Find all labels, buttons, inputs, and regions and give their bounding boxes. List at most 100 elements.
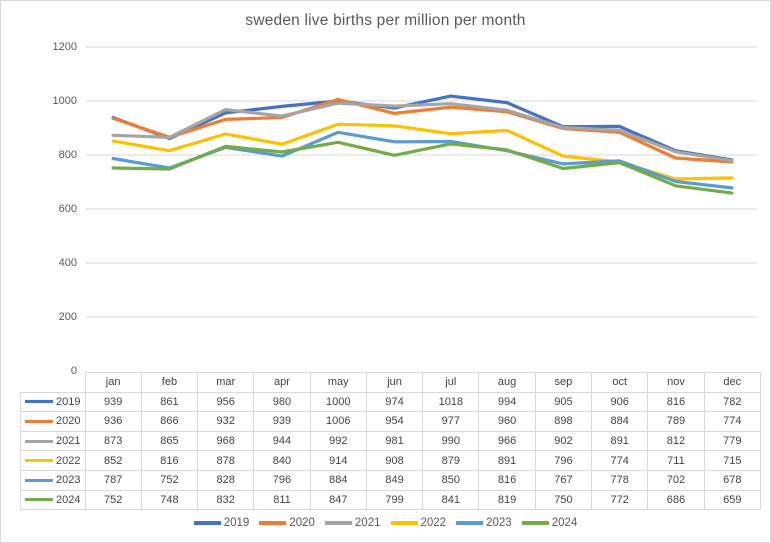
table-header-dec: dec (703, 372, 762, 393)
legend-key-line-icon (193, 521, 221, 525)
table-cell-2020-sep: 898 (534, 411, 593, 432)
table-row-2023: 2023 787 752 828 796 884 849 850 816 767 778 702 678 (20, 469, 762, 491)
table-cell-2020-jul: 977 (422, 411, 480, 432)
table-cell-2021-aug: 966 (478, 430, 536, 452)
table-row-2019: 2019 939 861 956 980 1000 974 1018 994 905 906 816 7… (20, 391, 762, 413)
table-series-key-2019: 2019 (20, 391, 86, 413)
table-cell-2021-jan: 873 (84, 430, 142, 452)
table-cell-2022-jan: 852 (84, 450, 142, 471)
legend-item-2019: 2019 (193, 517, 250, 529)
table-cell-2019-mar: 956 (197, 391, 255, 413)
table-cell-2022-may: 914 (309, 450, 367, 471)
legend-label: 2024 (551, 517, 578, 529)
y-tick-label-200: 200 (58, 311, 77, 323)
table-cell-2023-sep: 767 (534, 469, 593, 491)
table-cell-2021-dec: 779 (703, 430, 762, 452)
table-header-row: jan feb mar apr may jun jul aug sep oct nov dec (20, 372, 762, 393)
table-cell-2020-jan: 936 (84, 411, 142, 432)
table-cell-2021-oct: 891 (591, 430, 649, 452)
table-cell-2023-apr: 796 (253, 469, 311, 491)
series-key-label: 2020 (56, 415, 81, 428)
legend-item-2024: 2024 (521, 517, 578, 529)
series-key-label: 2022 (56, 454, 81, 467)
series-line-2019 (111, 94, 734, 162)
table-header-apr: apr (253, 372, 311, 393)
series-key-label: 2019 (56, 395, 81, 408)
table-cell-2020-feb: 866 (140, 411, 199, 432)
legend-key-line-icon (390, 521, 418, 525)
table-cell-2019-dec: 782 (703, 391, 762, 413)
series-line-2020 (111, 97, 734, 164)
table-series-key-2021: 2021 (20, 430, 86, 452)
series-key-line-icon (25, 419, 54, 423)
table-cell-2024-may: 847 (309, 489, 367, 511)
table-row-2021: 2021 873 865 968 944 992 981 990 966 902 891 812 779 (20, 430, 762, 452)
legend-item-2023: 2023 (456, 517, 512, 529)
table-cell-2022-sep: 796 (534, 450, 593, 471)
legend: 2019 2020 2021 2022 2023 2024 (1, 517, 770, 529)
table-cell-2021-nov: 812 (647, 430, 705, 452)
table-cell-2024-jun: 799 (365, 489, 424, 511)
table-cell-2024-jan: 752 (84, 489, 142, 511)
table-cell-2024-aug: 819 (478, 489, 536, 511)
table-series-key-2020: 2020 (20, 411, 86, 432)
legend-key-line-icon (521, 521, 549, 525)
y-tick-label-1000: 1000 (52, 95, 77, 107)
series-key-line-icon (25, 459, 54, 463)
table-header-oct: oct (591, 372, 649, 393)
table-header-jul: jul (422, 372, 480, 393)
table-cell-2020-apr: 939 (253, 411, 311, 432)
table-cell-2023-may: 884 (309, 469, 367, 491)
legend-item-2022: 2022 (390, 517, 447, 529)
table-cell-2023-oct: 778 (591, 469, 649, 491)
table-cell-2024-jul: 841 (422, 489, 480, 511)
table-cell-2024-mar: 832 (197, 489, 255, 511)
legend-label: 2022 (420, 517, 447, 529)
series-line-2024 (111, 140, 734, 195)
series-key-label: 2024 (56, 493, 81, 506)
table-cell-2022-mar: 878 (197, 450, 255, 471)
table-header-nov: nov (647, 372, 705, 393)
table-header-jun: jun (365, 372, 424, 393)
table-cell-2022-nov: 711 (647, 450, 705, 471)
legend-label: 2020 (289, 517, 315, 529)
series-key-line-icon (25, 478, 54, 482)
table-cell-2019-nov: 816 (647, 391, 705, 413)
table-cell-2022-dec: 715 (703, 450, 762, 471)
table-cell-2024-nov: 686 (647, 489, 705, 511)
table-cell-2019-aug: 994 (478, 391, 536, 413)
table-cell-2022-jul: 879 (422, 450, 480, 471)
y-tick-label-1200: 1200 (52, 41, 77, 53)
table-header-aug: aug (478, 372, 536, 393)
table-cell-2019-apr: 980 (253, 391, 311, 413)
legend-key-line-icon (456, 521, 484, 525)
table-cell-2023-jul: 850 (422, 469, 480, 491)
series-line-2021 (111, 101, 734, 163)
legend-label: 2019 (223, 517, 250, 529)
table-cell-2024-sep: 750 (534, 489, 593, 511)
table-cell-2019-jan: 939 (84, 391, 142, 413)
chart-title: sweden live births per million per month (245, 12, 526, 29)
series-key: 2019 (21, 395, 84, 408)
table-cell-2020-nov: 789 (647, 411, 705, 432)
table-cell-2021-jun: 981 (365, 430, 424, 452)
table-cell-2019-feb: 861 (140, 391, 199, 413)
table-corner (20, 372, 86, 393)
table-cell-2023-feb: 752 (140, 469, 199, 491)
legend-key-line-icon (259, 521, 287, 525)
table-cell-2019-jun: 974 (365, 391, 424, 413)
y-tick-label-600: 600 (58, 203, 77, 215)
table-cell-2019-oct: 906 (591, 391, 649, 413)
table-cell-2021-mar: 968 (197, 430, 255, 452)
table-row-2024: 2024 752 748 832 811 847 799 841 819 750 772 686 659 (20, 489, 762, 511)
table-cell-2020-oct: 884 (591, 411, 649, 432)
table-cell-2019-jul: 1018 (422, 391, 480, 413)
legend-label: 2023 (486, 517, 512, 529)
data-table: jan feb mar apr may jun jul aug sep oct nov dec 2019… (20, 372, 762, 511)
table-cell-2022-apr: 840 (253, 450, 311, 471)
legend-item-2020: 2020 (259, 517, 315, 529)
table-cell-2022-jun: 908 (365, 450, 424, 471)
series-key-label: 2021 (56, 435, 81, 448)
table-cell-2024-oct: 772 (591, 489, 649, 511)
